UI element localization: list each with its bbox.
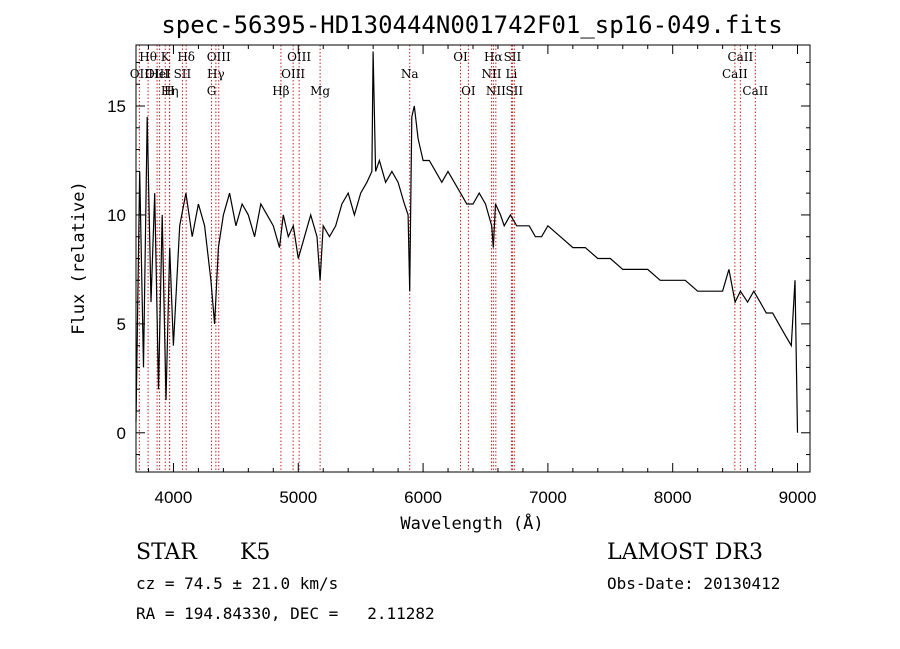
x-tick-label: 6000 [404, 488, 442, 507]
plot-frame [135, 44, 811, 473]
y-tick-label: 10 [107, 206, 126, 225]
spectral-line-label: Hη [161, 84, 179, 98]
y-axis-label: Flux (relative) [69, 181, 89, 335]
object-type: STAR [136, 540, 197, 565]
spectral-line-label: Na [401, 67, 419, 81]
ra-dec-coords: RA = 194.84330, DEC = 2.11282 [136, 604, 435, 623]
x-axis-label: Wavelength (Å) [400, 512, 543, 534]
chart-title: spec-56395-HD130444N001742F01_sp16-049.f… [161, 11, 782, 39]
spectrum-line [135, 51, 799, 433]
spectral-line-label: CaII [742, 84, 768, 98]
spectral-line-label: CaII [722, 67, 748, 81]
spectral-line-label: Li [506, 67, 518, 81]
survey-name: LAMOST DR3 [607, 540, 763, 565]
x-tick-label: 5000 [279, 488, 317, 507]
spectral-line-label: HeI [148, 67, 171, 81]
spectral-line-label: OIII [287, 50, 311, 64]
x-tick-label: 9000 [779, 488, 817, 507]
spectral-line-label: NII [481, 67, 501, 81]
spectral-line-label: SII [504, 50, 522, 64]
spectral-line-label: OI [461, 84, 476, 98]
obs-date: Obs-Date: 20130412 [607, 574, 781, 593]
spectral-line-label: SII [174, 67, 192, 81]
spectral-line-label: OIII [281, 67, 305, 81]
y-tick-label: 15 [107, 97, 126, 116]
redshift-cz: cz = 74.5 ± 21.0 km/s [136, 574, 339, 593]
spectral-line-label: OIII [207, 50, 231, 64]
spectral-line-markers [138, 45, 756, 472]
spectral-line-label: G [207, 84, 217, 98]
object-subclass: K5 [240, 540, 271, 565]
spectral-line-label: OII [130, 67, 150, 81]
spectral-line-label: Hδ [177, 50, 195, 64]
spectral-line-label: Hβ [272, 84, 289, 98]
spectral-line-label: OIII [145, 67, 169, 81]
x-tick-label: 4000 [155, 488, 193, 507]
spectral-line-label: H [164, 84, 174, 98]
spectral-line-label: OI [453, 50, 468, 64]
spectral-line-label: Hγ [207, 67, 225, 81]
spectral-line-label: SII [505, 84, 523, 98]
y-tick-label: 0 [117, 424, 126, 443]
spectral-line-label: Hθ [139, 50, 157, 64]
y-tick-label: 5 [117, 315, 126, 334]
spectral-line-label: Mg [310, 84, 330, 98]
x-tick-label: 7000 [529, 488, 567, 507]
x-tick-label: 8000 [654, 488, 692, 507]
spectral-line-labels: OIIHθOIIIHeIKHηHSIIHδGHγOIIIHβOIIIOIIIMg… [130, 50, 769, 98]
spectral-line-label: Hα [484, 50, 503, 64]
axis-ticks: 4000 5000 6000 7000 8000 9000 0 5 10 15 [107, 45, 816, 507]
spectral-line-label: CaII [727, 50, 753, 64]
spectral-line-label: K [161, 50, 171, 64]
spectral-line-label: NII [486, 84, 506, 98]
